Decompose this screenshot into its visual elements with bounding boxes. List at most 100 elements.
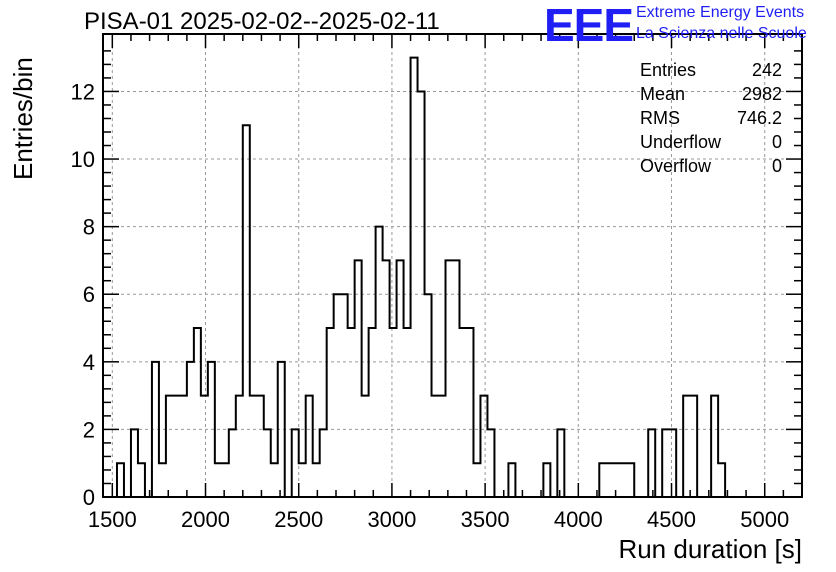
stats-label: Mean [640, 84, 686, 104]
x-tick-label: 1500 [88, 507, 137, 532]
histogram-bin [271, 463, 278, 497]
histogram-bin [390, 328, 397, 497]
histogram-bin [453, 260, 460, 497]
stats-label: Entries [640, 60, 697, 80]
y-tick-label: 10 [71, 147, 95, 172]
histogram-bin [480, 396, 487, 497]
histogram-bin [439, 396, 446, 497]
histogram-bin [473, 463, 480, 497]
histogram-bin [446, 260, 453, 497]
histogram-bin [599, 463, 606, 497]
x-tick-label: 4500 [647, 507, 696, 532]
eee-logo: EEE [544, 0, 634, 51]
histogram-bin [383, 260, 390, 497]
histogram-bin [418, 91, 425, 497]
histogram-bin [487, 429, 494, 497]
x-tick-label: 3000 [367, 507, 416, 532]
x-tick-label: 5000 [740, 507, 789, 532]
histogram-bin [201, 396, 208, 497]
histogram-bin [669, 429, 676, 497]
histogram-bin [711, 396, 718, 497]
x-axis-label: Run duration [s] [618, 534, 802, 564]
histogram-bin [320, 429, 327, 497]
histogram-bin [376, 227, 383, 497]
histogram-bin [543, 463, 550, 497]
histogram-bin [466, 328, 473, 497]
histogram-bin [117, 463, 124, 497]
y-tick-label: 4 [83, 350, 95, 375]
stats-row-rms: RMS 746.2 [640, 106, 782, 130]
histogram-bin [313, 463, 320, 497]
histogram-bin [425, 294, 432, 497]
y-tick-label: 2 [83, 417, 95, 442]
histogram-bin [508, 463, 515, 497]
histogram-bin [159, 463, 166, 497]
plot-frame [102, 33, 803, 498]
histogram-bin [173, 396, 180, 497]
stats-label: RMS [640, 108, 680, 128]
histogram-bin [369, 328, 376, 497]
histogram-bin [264, 429, 271, 497]
histogram-bin [348, 328, 355, 497]
stats-row-entries: Entries 242 [640, 58, 782, 82]
histogram-bin [557, 429, 564, 497]
histogram-bin [411, 58, 418, 497]
histogram-bin [278, 362, 285, 497]
y-axis-label: Entries/bin [8, 57, 38, 180]
histogram-bin [236, 396, 243, 497]
x-tick-label: 2000 [181, 507, 230, 532]
x-tick-label: 3500 [461, 507, 510, 532]
histogram-bin [180, 396, 187, 497]
histogram-bin [194, 328, 201, 497]
stats-row-mean: Mean 2982 [640, 82, 782, 106]
y-tick-label: 12 [71, 79, 95, 104]
histogram-bin [131, 429, 138, 497]
stats-value: 0 [771, 132, 782, 152]
histogram-bin [187, 362, 194, 497]
histogram-bin [257, 396, 264, 497]
histogram-bin [243, 125, 250, 497]
histogram-bin [215, 463, 222, 497]
y-tick-label: 6 [83, 282, 95, 307]
y-tick-label: 8 [83, 215, 95, 240]
histogram-series [115, 56, 727, 498]
histogram-bin [166, 396, 173, 497]
stats-label: Underflow [640, 132, 722, 152]
histogram-bin [334, 294, 341, 497]
stats-value: 2982 [741, 84, 782, 104]
histogram-bin [355, 260, 362, 497]
histogram-bin [341, 294, 348, 497]
stats-value: 242 [751, 60, 782, 80]
histogram-bin [648, 429, 655, 497]
histogram-bin [627, 463, 634, 497]
histogram-bin [222, 463, 229, 497]
x-tick-label: 2500 [274, 507, 323, 532]
stats-value: 746.2 [736, 108, 782, 128]
histogram-bin [208, 362, 215, 497]
histogram-bin [292, 429, 299, 497]
chart-title: PISA-01 2025-02-02--2025-02-11 [84, 8, 440, 35]
histogram-bin [620, 463, 627, 497]
histogram-bin [362, 396, 369, 497]
stats-label: Overflow [640, 156, 712, 176]
histogram-bin [397, 260, 404, 497]
stats-box: Entries 242 Mean 2982 RMS 746.2 Underflo… [640, 58, 782, 178]
logo-caption-line2: La Scienza nelle Scuole [636, 25, 807, 42]
histogram-bin [299, 463, 306, 497]
y-tick-label: 0 [83, 485, 95, 510]
histogram-bin [613, 463, 620, 497]
stats-row-overflow: Overflow 0 [640, 154, 782, 178]
histogram-bin [404, 328, 411, 497]
histogram-bin [138, 463, 145, 497]
histogram-bin [718, 463, 725, 497]
stats-value: 0 [771, 156, 782, 176]
histogram-bin [690, 396, 697, 497]
x-tick-label: 4000 [554, 507, 603, 532]
histogram-bin [229, 429, 236, 497]
histogram-bin [250, 396, 257, 497]
histogram-bin [432, 396, 439, 497]
logo-caption-line1: Extreme Energy Events [636, 4, 805, 21]
histogram-bin [306, 396, 313, 497]
histogram-bin [459, 328, 466, 497]
